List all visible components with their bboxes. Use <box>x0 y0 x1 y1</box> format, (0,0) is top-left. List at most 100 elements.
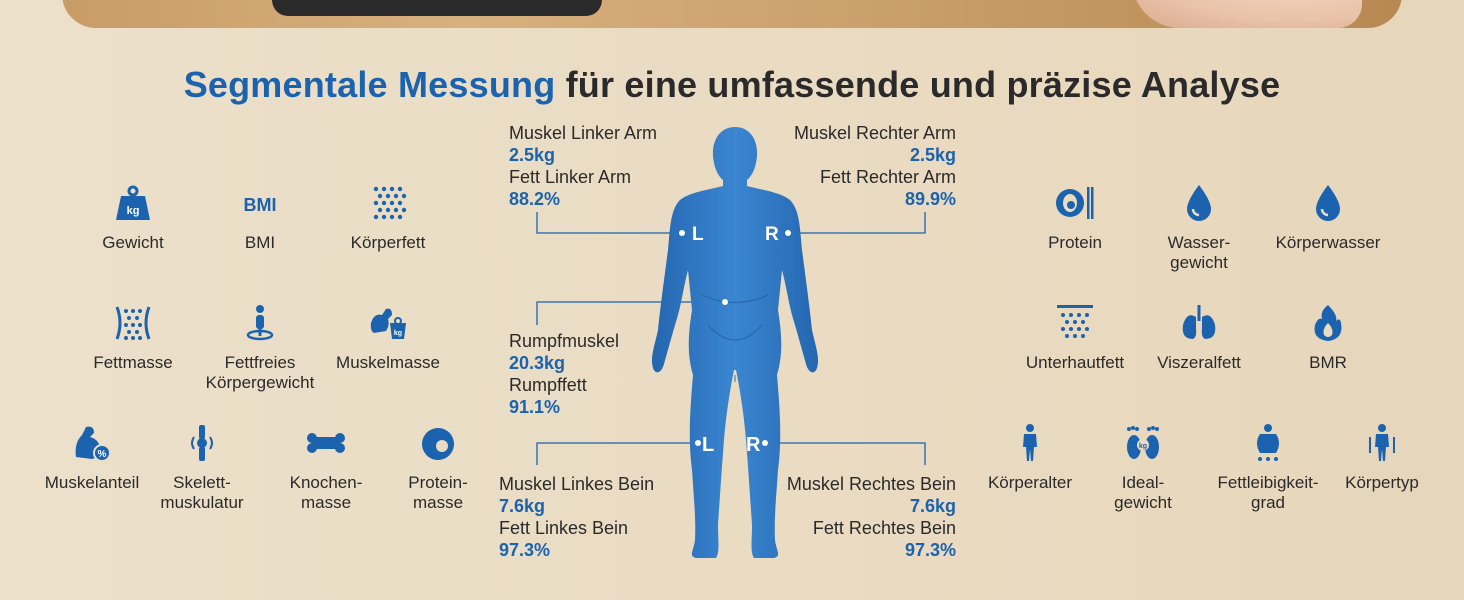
segment-right-arm: Muskel Rechter Arm 2.5kg Fett Rechter Ar… <box>794 122 956 210</box>
right-arm-muscle-label: Muskel Rechter Arm <box>793 123 956 143</box>
segment-left-leg: Muskel Linkes Bein 7.6kg Fett Linkes Bei… <box>499 473 654 561</box>
left-leg-marker: L <box>702 434 714 456</box>
segment-trunk: Rumpfmuskel 20.3kg Rumpffett 91.1% <box>509 330 619 418</box>
metric-label: Protein <box>1048 233 1102 252</box>
metric-label: Fettfreies Körpergewicht <box>205 353 315 392</box>
metric-bmr: BMR <box>1266 303 1390 373</box>
left-arm-fat-value: 88.2% <box>509 189 561 209</box>
metric-label: Wasser- gewicht <box>1167 233 1231 272</box>
left-arm-marker: L <box>692 224 704 245</box>
scale-device-image <box>272 0 602 16</box>
right-arm-fat-value: 89.9% <box>904 189 956 209</box>
metric-muskelanteil: % Muskelanteil <box>30 423 154 493</box>
metric-muskelmasse: kg Muskelmasse <box>326 303 450 373</box>
metric-unterhautfett: Unterhautfett <box>1013 303 1137 373</box>
svg-text:kg: kg <box>1139 443 1147 450</box>
metric-proteinmasse: Protein- masse <box>376 423 500 513</box>
electrode-points <box>679 230 791 446</box>
metric-koerpertyp: Körpertyp <box>1320 423 1444 493</box>
right-leg-muscle-value: 7.6kg <box>909 496 956 516</box>
left-arm-fat-label: Fett Linker Arm <box>509 167 632 187</box>
metric-label: Körperalter <box>987 473 1073 492</box>
muscle-percent-icon: % <box>75 426 111 462</box>
metric-label: Fettmasse <box>93 353 173 372</box>
metric-koerperwasser: Körperwasser <box>1266 183 1390 253</box>
metric-label: Fettleibigkeit- grad <box>1217 473 1319 512</box>
right-leg-marker: R <box>746 434 761 456</box>
page-title: Segmentale Messung für eine umfassende u… <box>0 64 1464 106</box>
person-pin-icon <box>246 305 274 341</box>
metric-bmi: BMI BMI <box>198 183 322 253</box>
metric-gewicht: kg Gewicht <box>71 183 195 253</box>
metric-label: Muskelanteil <box>44 473 140 492</box>
bmi-icon: BMI <box>244 195 277 215</box>
right-leg-muscle-label: Muskel Rechtes Bein <box>786 474 956 494</box>
svg-text:kg: kg <box>127 205 140 217</box>
title-highlight: Segmentale Messung <box>183 64 556 105</box>
body-silhouette <box>651 127 819 558</box>
metric-viszeralfett: Viszeralfett <box>1137 303 1261 373</box>
hand-image <box>1132 0 1362 28</box>
segment-left-arm: Muskel Linker Arm 2.5kg Fett Linker Arm … <box>509 122 657 210</box>
metric-koerperalter: Körperalter <box>968 423 1092 493</box>
trunk-fat-label: Rumpffett <box>509 375 587 395</box>
right-leg-fat-value: 97.3% <box>904 540 956 560</box>
lungs-icon <box>1182 305 1216 339</box>
left-leg-fat-value: 97.3% <box>499 540 551 560</box>
fat-mass-icon <box>115 306 151 340</box>
body-type-icon <box>1369 424 1395 461</box>
metric-skelettmuskulatur: Skelett- muskulatur <box>140 423 264 513</box>
water-drop-icon <box>1187 185 1211 221</box>
svg-text:BMI: BMI <box>244 195 277 215</box>
metric-label: Ideal- gewicht <box>1114 473 1172 512</box>
metric-label: Körperfett <box>350 233 426 252</box>
metric-fettmasse: Fettmasse <box>71 303 195 373</box>
right-leg-fat-label: Fett Rechtes Bein <box>812 518 956 538</box>
obesity-icon <box>1257 424 1279 461</box>
left-leg-muscle-value: 7.6kg <box>499 496 546 516</box>
metric-protein: Protein <box>1013 183 1137 253</box>
trunk-muscle-value: 20.3kg <box>509 353 566 373</box>
segment-right-leg: Muskel Rechtes Bein 7.6kg Fett Rechtes B… <box>787 473 956 561</box>
metric-label: BMR <box>1309 353 1347 372</box>
feet-kg-icon: kg <box>1127 426 1159 459</box>
metric-label: Protein- masse <box>408 473 468 512</box>
right-arm-muscle-value: 2.5kg <box>909 145 956 165</box>
egg-icon <box>422 428 454 460</box>
knee-joint-icon <box>191 425 213 461</box>
left-arm-muscle-value: 2.5kg <box>509 145 556 165</box>
metric-knochenmasse: Knochen- masse <box>264 423 388 513</box>
body-figure: L R L R <box>536 127 926 558</box>
svg-text:kg: kg <box>394 330 402 337</box>
metric-idealgewicht: kg Ideal- gewicht <box>1081 423 1205 513</box>
metric-fettfreies-koerpergewicht: Fettfreies Körpergewicht <box>198 303 322 393</box>
metric-label: Unterhautfett <box>1025 353 1125 372</box>
title-rest: für eine umfassende und präzise Analyse <box>555 64 1281 105</box>
left-arm-muscle-label: Muskel Linker Arm <box>509 123 658 143</box>
product-photo-banner <box>62 0 1402 28</box>
metric-koerperfett: Körperfett <box>326 183 450 253</box>
bone-icon <box>307 433 345 453</box>
right-arm-marker: R <box>765 224 779 245</box>
trunk-fat-value: 91.1% <box>509 397 561 417</box>
weight-kg-icon: kg <box>116 185 150 220</box>
left-leg-muscle-label: Muskel Linkes Bein <box>499 474 655 494</box>
flame-icon <box>1314 305 1342 341</box>
egg-plate-icon <box>1056 187 1094 219</box>
water-drop-icon <box>1316 185 1340 221</box>
metric-label: Körperwasser <box>1275 233 1381 252</box>
svg-text:%: % <box>98 449 107 460</box>
right-arm-fat-label: Fett Rechter Arm <box>819 167 956 187</box>
metric-fettleibigkeitgrad: Fettleibigkeit- grad <box>1206 423 1330 513</box>
metric-label: Körpertyp <box>1345 473 1419 492</box>
metric-label: BMI <box>244 233 276 252</box>
left-leg-fat-label: Fett Linkes Bein <box>499 518 629 538</box>
trunk-muscle-label: Rumpfmuskel <box>509 331 620 351</box>
person-icon <box>1023 424 1037 461</box>
muscle-mass-icon: kg <box>370 308 406 339</box>
metric-label: Viszeralfett <box>1157 353 1241 372</box>
metric-label: Skelett- muskulatur <box>160 473 244 512</box>
metric-label: Knochen- masse <box>289 473 363 512</box>
dots-icon <box>373 186 407 220</box>
metric-wassergewicht: Wasser- gewicht <box>1137 183 1261 273</box>
